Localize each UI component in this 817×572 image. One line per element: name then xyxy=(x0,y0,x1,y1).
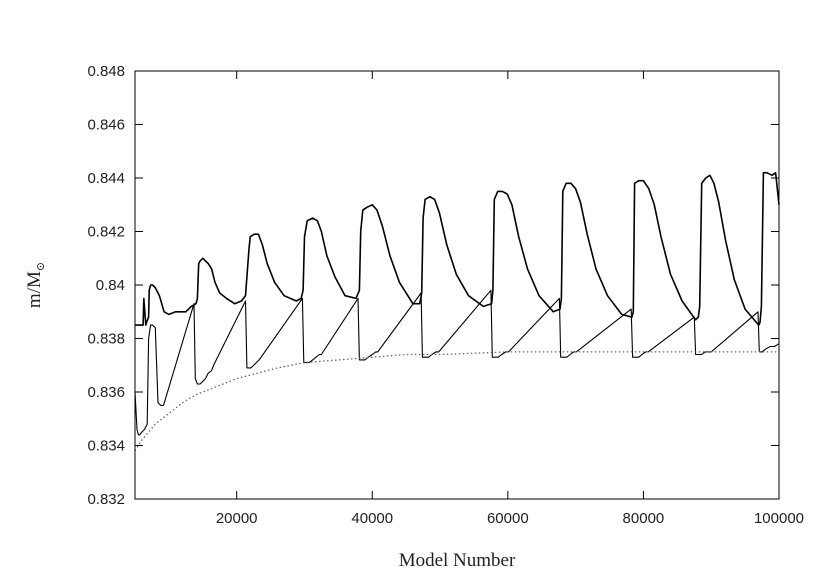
y-tick-label: 0.844 xyxy=(87,170,125,187)
y-tick-label: 0.838 xyxy=(87,331,125,348)
y-tick-label: 0.84 xyxy=(96,277,125,294)
y-axis-title: m/M⊙ xyxy=(24,262,47,308)
y-tick-label: 0.846 xyxy=(87,117,125,134)
x-axis-title: Model Number xyxy=(399,550,516,571)
x-tick-label: 60000 xyxy=(487,510,529,527)
x-tick-label: 100000 xyxy=(754,510,804,527)
y-tick-label: 0.836 xyxy=(87,384,125,401)
series-line-3 xyxy=(134,351,779,452)
y-tick-label: 0.842 xyxy=(87,224,125,241)
y-tick-label: 0.832 xyxy=(87,491,125,508)
y-tick-label: 0.834 xyxy=(87,438,125,455)
y-tick-label: 0.848 xyxy=(87,63,125,80)
tick-layer: 0.832 0.834 0.836 0.838 0.84 0.842 0.844 0.846 0… xyxy=(87,63,804,527)
series-layer xyxy=(134,171,780,452)
x-tick-label: 40000 xyxy=(351,510,393,527)
x-tick-label: 80000 xyxy=(623,510,665,527)
y-axis-title-subscript: ⊙ xyxy=(35,262,47,271)
series-line-2 xyxy=(134,289,780,436)
y-axis-title-main: m/M xyxy=(24,271,45,308)
x-tick-label: 20000 xyxy=(216,510,258,527)
